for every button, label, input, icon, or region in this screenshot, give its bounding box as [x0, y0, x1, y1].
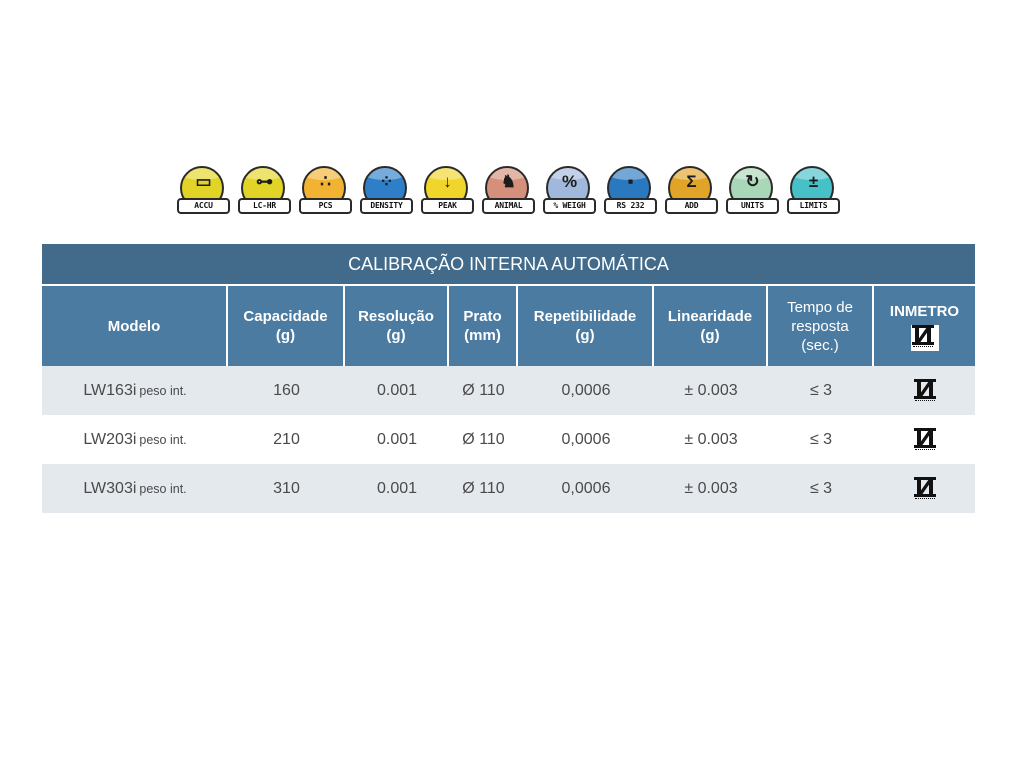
badge-label: ADD — [665, 198, 718, 214]
pan-cell: Ø 110 — [462, 479, 505, 497]
header-repetibilidade: Repetibilidade (g) — [518, 286, 654, 366]
response-cell: ≤ 3 — [809, 430, 833, 448]
resolution-cell: 0.001 — [376, 430, 418, 448]
model-name: LW163i — [83, 381, 137, 399]
inmetro-cell — [874, 464, 975, 513]
badge-label: ANIMAL — [482, 198, 535, 214]
header-prato: Prato (mm) — [449, 286, 518, 366]
table-row: LW203i peso int. 210 0.001 Ø 110 0,0006 ±… — [42, 415, 975, 464]
linearity-cell: ± 0.003 — [684, 381, 738, 399]
badge-label: LC-HR — [238, 198, 291, 214]
pcs-icon: ∴ PCS — [296, 164, 355, 218]
add-icon: Σ ADD — [662, 164, 721, 218]
percent-weigh-icon: %% WEIGH — [540, 164, 599, 218]
capacity-cell: 210 — [273, 430, 300, 448]
table-row: LW303i peso int. 310 0.001 Ø 110 0,0006 ±… — [42, 464, 975, 513]
lc-hr-icon: ⊶ LC-HR — [235, 164, 294, 218]
repeatability-cell: 0,0006 — [561, 479, 611, 497]
inmetro-cell — [874, 415, 975, 464]
inmetro-logo-icon — [910, 324, 939, 351]
spec-table: CALIBRAÇÃO INTERNA AUTOMÁTICA Modelo Cap… — [42, 244, 975, 513]
density-icon: ⁘ DENSITY — [357, 164, 416, 218]
resolution-cell: 0.001 — [376, 381, 418, 399]
inmetro-logo-icon — [913, 476, 937, 501]
badge-label: RS 232 — [604, 198, 657, 214]
repeatability-cell: 0,0006 — [561, 381, 611, 399]
badge-label: PCS — [299, 198, 352, 214]
resolution-cell: 0.001 — [376, 479, 418, 497]
badge-label: % WEIGH — [543, 198, 596, 214]
rs232-icon: ▪ RS 232 — [601, 164, 660, 218]
badge-label: PEAK — [421, 198, 474, 214]
response-cell: ≤ 3 — [809, 479, 833, 497]
model-suffix: peso int. — [139, 383, 187, 398]
peak-icon: ↓ PEAK — [418, 164, 477, 218]
badge-label: LIMITS — [787, 198, 840, 214]
limits-icon: ± LIMITS — [784, 164, 843, 218]
header-capacidade: Capacidade (g) — [228, 286, 345, 366]
model-name: LW203i — [83, 430, 137, 448]
badge-label: UNITS — [726, 198, 779, 214]
header-inmetro: INMETRO — [874, 286, 975, 366]
linearity-cell: ± 0.003 — [684, 479, 738, 497]
badge-label: ACCU — [177, 198, 230, 214]
capacity-cell: 310 — [273, 479, 300, 497]
linearity-cell: ± 0.003 — [684, 430, 738, 448]
units-icon: ↻ UNITS — [723, 164, 782, 218]
feature-badges: ▭ ACCU ⊶ LC-HR ∴ PCS ⁘ DENSITY ↓ PEAK ♞ ANIMAL… — [174, 164, 846, 218]
model-suffix: peso int. — [139, 432, 187, 447]
response-cell: ≤ 3 — [809, 381, 833, 399]
table-title: CALIBRAÇÃO INTERNA AUTOMÁTICA — [42, 244, 975, 286]
header-linearidade: Linearidade (g) — [654, 286, 768, 366]
model-name: LW303i — [83, 479, 137, 497]
pan-cell: Ø 110 — [462, 430, 505, 448]
animal-icon: ♞ ANIMAL — [479, 164, 538, 218]
badge-label: DENSITY — [360, 198, 413, 214]
repeatability-cell: 0,0006 — [561, 430, 611, 448]
accu-icon: ▭ ACCU — [174, 164, 233, 218]
capacity-cell: 160 — [273, 381, 300, 399]
header-tempo-resposta: Tempo de resposta (sec.) — [768, 286, 874, 366]
table-row: LW163i peso int. 160 0.001 Ø 110 0,0006 ±… — [42, 366, 975, 415]
pan-cell: Ø 110 — [462, 381, 505, 399]
header-resolucao: Resolução (g) — [345, 286, 449, 366]
inmetro-logo-icon — [913, 427, 937, 452]
table-header-row: Modelo Capacidade (g) Resolução (g) Prato(… — [42, 286, 975, 366]
inmetro-logo-icon — [913, 378, 937, 403]
inmetro-cell — [874, 366, 975, 415]
header-modelo: Modelo — [42, 286, 228, 366]
model-suffix: peso int. — [139, 481, 187, 496]
